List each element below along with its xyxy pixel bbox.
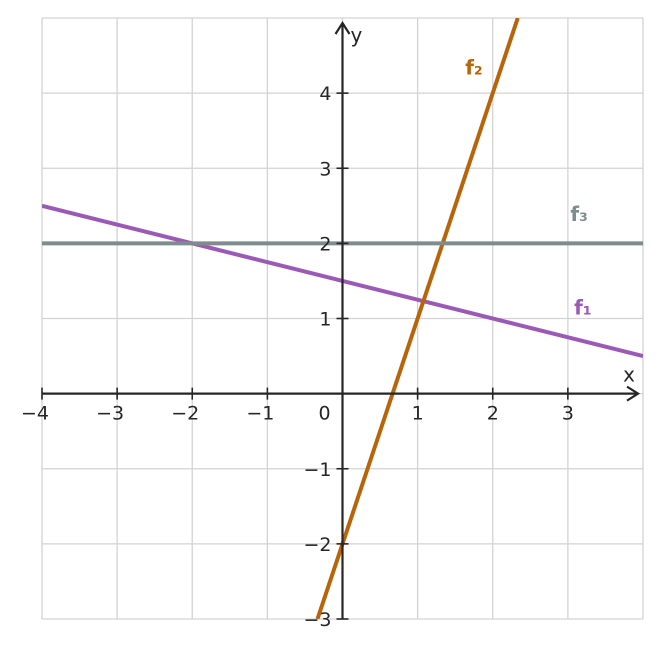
y-tick-label: 4 bbox=[319, 83, 331, 105]
axes bbox=[42, 20, 641, 619]
series-label-1: f₁ bbox=[574, 296, 591, 320]
x-tick-label: −3 bbox=[96, 403, 124, 425]
x-tick-label: −2 bbox=[171, 403, 199, 425]
y-axis-arrow bbox=[334, 20, 351, 35]
series-label-2: f₂ bbox=[465, 55, 482, 79]
x-axis-arrow bbox=[626, 385, 641, 402]
x-axis-label: x bbox=[623, 363, 635, 387]
x-tick-label: 2 bbox=[487, 403, 499, 425]
x-tick-label: 3 bbox=[562, 403, 574, 425]
y-tick-label: −3 bbox=[303, 609, 331, 631]
y-axis-label: y bbox=[351, 23, 363, 47]
y-tick-label: −2 bbox=[303, 534, 331, 556]
x-tick-label: −4 bbox=[21, 403, 49, 425]
series-labels: f₁ f₂ f₃ bbox=[465, 55, 591, 319]
x-tick-label: −1 bbox=[246, 403, 274, 425]
y-tick-label: 3 bbox=[319, 158, 331, 180]
series-line-2 bbox=[315, 18, 520, 619]
ticks: −4 −3 −2 −1 1 2 3 −3 −2 −1 1 2 3 4 bbox=[21, 83, 574, 631]
series-label-3: f₃ bbox=[570, 202, 587, 226]
y-tick-label: 1 bbox=[319, 309, 331, 331]
y-tick-label: 2 bbox=[319, 233, 331, 255]
y-tick-label: −1 bbox=[303, 459, 331, 481]
origin-label: 0 bbox=[318, 403, 330, 425]
x-tick-label: 1 bbox=[412, 403, 424, 425]
